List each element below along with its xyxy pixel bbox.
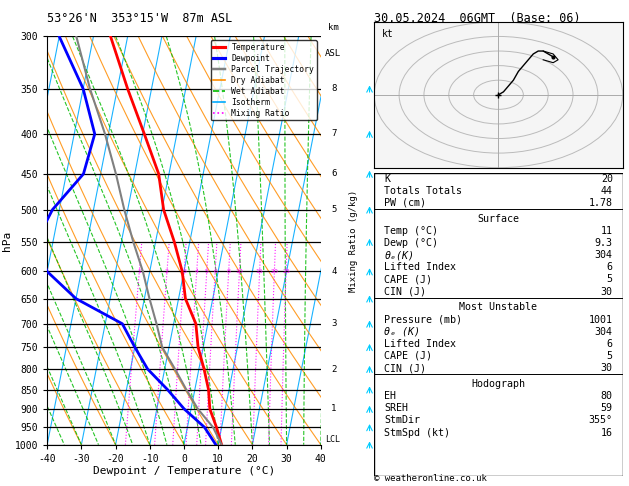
Text: Dewp (°C): Dewp (°C) [384,238,438,248]
Text: 30: 30 [601,287,613,296]
Text: PW (cm): PW (cm) [384,198,426,208]
Text: 15: 15 [256,269,264,274]
Text: 25: 25 [282,269,290,274]
Text: Most Unstable: Most Unstable [459,302,538,312]
Text: θₑ (K): θₑ (K) [384,327,420,337]
Text: 8: 8 [331,84,337,93]
Text: CAPE (J): CAPE (J) [384,275,432,284]
Text: 11: 11 [601,226,613,236]
Text: 304: 304 [595,250,613,260]
Text: 2: 2 [165,269,169,274]
Text: 20: 20 [601,174,613,184]
Text: LCL: LCL [325,435,340,444]
Text: 5: 5 [607,351,613,361]
Text: Lifted Index: Lifted Index [384,262,456,272]
Text: Mixing Ratio (g/kg): Mixing Ratio (g/kg) [349,190,358,292]
Text: Totals Totals: Totals Totals [384,186,462,196]
Text: 9.3: 9.3 [595,238,613,248]
Text: Pressure (mb): Pressure (mb) [384,314,462,325]
Text: 3: 3 [331,319,337,328]
Text: 4: 4 [195,269,199,274]
Legend: Temperature, Dewpoint, Parcel Trajectory, Dry Adiabat, Wet Adiabat, Isotherm, Mi: Temperature, Dewpoint, Parcel Trajectory… [211,40,317,121]
Text: CIN (J): CIN (J) [384,287,426,296]
Text: 59: 59 [601,403,613,413]
Text: 6: 6 [607,262,613,272]
Text: 2: 2 [331,364,337,374]
Text: CIN (J): CIN (J) [384,363,426,373]
Text: 5: 5 [607,275,613,284]
Text: θₑ(K): θₑ(K) [384,250,414,260]
Text: EH: EH [384,391,396,401]
Text: 5: 5 [205,269,209,274]
Text: CAPE (J): CAPE (J) [384,351,432,361]
Text: 6: 6 [607,339,613,349]
Text: StmSpd (kt): StmSpd (kt) [384,428,450,437]
Text: Hodograph: Hodograph [472,379,525,389]
Text: km: km [328,23,338,33]
Text: © weatheronline.co.uk: © weatheronline.co.uk [374,474,487,483]
Text: 6: 6 [331,170,337,178]
Text: K: K [384,174,390,184]
Text: 304: 304 [595,327,613,337]
Text: 1: 1 [331,404,337,414]
Text: 30.05.2024  06GMT  (Base: 06): 30.05.2024 06GMT (Base: 06) [374,12,581,25]
Text: 80: 80 [601,391,613,401]
Text: 5: 5 [331,205,337,214]
X-axis label: Dewpoint / Temperature (°C): Dewpoint / Temperature (°C) [93,467,275,476]
Text: 6: 6 [213,269,217,274]
FancyBboxPatch shape [374,173,623,476]
Text: 8: 8 [226,269,231,274]
Text: Temp (°C): Temp (°C) [384,226,438,236]
Text: 20: 20 [270,269,278,274]
Text: 4: 4 [331,267,337,276]
Text: 1001: 1001 [589,314,613,325]
Text: ASL: ASL [325,49,341,58]
Text: 16: 16 [601,428,613,437]
Text: 53°26'N  353°15'W  87m ASL: 53°26'N 353°15'W 87m ASL [47,12,233,25]
Text: kt: kt [382,29,394,39]
Text: 30: 30 [601,363,613,373]
Text: StmDir: StmDir [384,416,420,425]
Text: 1.78: 1.78 [589,198,613,208]
Text: 10: 10 [235,269,243,274]
Text: 44: 44 [601,186,613,196]
Text: Lifted Index: Lifted Index [384,339,456,349]
Text: Surface: Surface [477,214,520,224]
Text: 7: 7 [331,129,337,139]
Text: 355°: 355° [589,416,613,425]
Text: 3: 3 [182,269,186,274]
Y-axis label: hPa: hPa [2,230,12,251]
Text: 1: 1 [137,269,142,274]
Text: SREH: SREH [384,403,408,413]
